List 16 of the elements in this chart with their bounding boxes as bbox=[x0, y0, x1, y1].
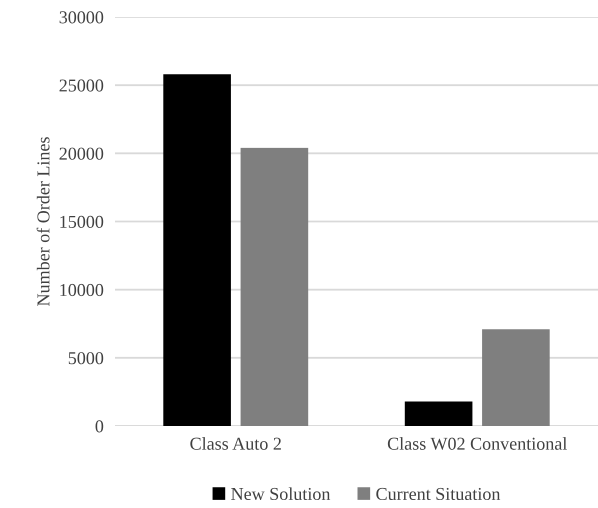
y-tick-label: 20000 bbox=[60, 148, 104, 160]
y-tick-label: 25000 bbox=[60, 79, 104, 92]
bar bbox=[404, 401, 472, 426]
legend-label: New Solution bbox=[231, 487, 330, 500]
bar bbox=[163, 74, 231, 426]
legend-label: Current Situation bbox=[376, 488, 500, 500]
y-tick-label: 30000 bbox=[60, 11, 104, 24]
y-tick-label: 5000 bbox=[68, 352, 104, 364]
y-tick-label: 15000 bbox=[60, 216, 104, 228]
bar bbox=[482, 329, 550, 426]
y-tick-label: 10000 bbox=[60, 284, 104, 296]
y-axis-title: Number of Order Lines bbox=[36, 137, 50, 306]
x-tick-label: Class Auto 2 bbox=[190, 437, 281, 450]
bar bbox=[240, 148, 308, 426]
x-tick-label: Class W02 Conventional bbox=[388, 437, 567, 450]
y-tick-label: 0 bbox=[96, 420, 104, 432]
